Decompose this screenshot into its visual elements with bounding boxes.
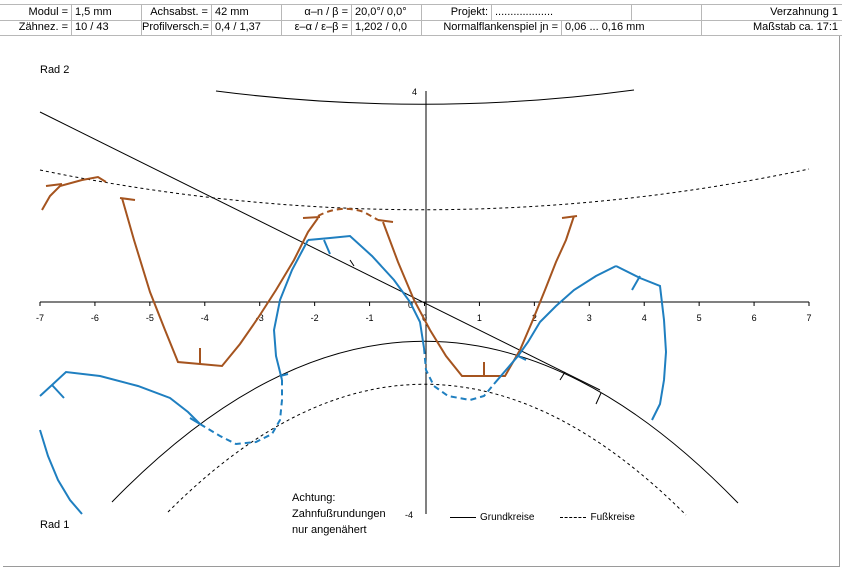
rad1-teeth xyxy=(39,234,668,515)
x-tick-label: 5 xyxy=(697,313,702,323)
x-tick-label: -1 xyxy=(366,313,374,323)
x-tick-label: 7 xyxy=(806,313,811,323)
rad1-gap-mid-dashed xyxy=(423,347,495,402)
note-line-1: Achtung: xyxy=(292,492,336,504)
line-of-action xyxy=(39,111,601,391)
projekt-label: Projekt: xyxy=(450,6,488,18)
drawing-title: Verzahnung 1 xyxy=(770,6,838,18)
rad1-root-circle-arc xyxy=(167,383,687,516)
note-line-3: nur angenähert xyxy=(292,524,367,536)
rad2-gap-left xyxy=(121,197,319,368)
rad1-tooth-mid-top xyxy=(307,234,425,349)
rad1-tooth-right-mark-left xyxy=(517,355,527,361)
rad1-label: Rad 1 xyxy=(40,519,70,531)
x-tick-marks xyxy=(39,302,810,306)
rad2-tooth-mid-tip xyxy=(302,216,321,219)
eps-label: ε–α / ε–β = xyxy=(294,21,348,33)
header-row-2: Zähnez. = 10 / 43 Profilversch.= 0,4 / 1… xyxy=(0,20,842,36)
x-tick-label: 3 xyxy=(587,313,592,323)
rad2-label: Rad 2 xyxy=(40,64,70,76)
rad2-tip-circle-arc xyxy=(215,89,635,105)
profil-label: Profilversch.= xyxy=(142,21,209,33)
legend-solid-line xyxy=(450,517,476,518)
projekt-value: ................... xyxy=(495,6,554,18)
parameter-header: Modul = 1,5 mm Achsabst. = 42 mm α–n / β… xyxy=(0,4,842,36)
rad1-tooth-right-top xyxy=(615,265,668,421)
scale-label: Maßstab ca. 17:1 xyxy=(753,21,838,33)
rad1-tooth-mid-flank-left xyxy=(272,239,309,381)
zaehne-label: Zähnez. = xyxy=(18,21,68,33)
legend-dashed-line xyxy=(560,517,587,518)
rad1-tooth-right-flank-left xyxy=(493,265,617,385)
spiel-label: Normalflankenspiel jn = xyxy=(443,21,558,33)
alpha-value: 20,0°/ 0,0° xyxy=(355,6,407,18)
legend-grundkreise: Grundkreise xyxy=(450,512,534,523)
rad2-teeth xyxy=(41,175,578,377)
header-row-1: Modul = 1,5 mm Achsabst. = 42 mm α–n / β… xyxy=(0,5,842,21)
rad2-tip-mark-left xyxy=(119,197,136,201)
rad2-root-circle-arc xyxy=(39,168,810,211)
x-tick-labels: -7 -6 -5 -4 -3 -2 -1 0 1 2 3 4 5 6 7 xyxy=(36,313,812,323)
rad2-tooth-left-edge xyxy=(41,175,107,211)
modul-value: 1,5 mm xyxy=(75,6,112,18)
y-tick-bottom: -4 xyxy=(405,510,413,520)
profil-value: 0,4 / 1,37 xyxy=(215,21,261,33)
x-tick-label: -7 xyxy=(36,313,44,323)
rad1-tooth-left-flank xyxy=(39,429,83,515)
contact-mark-3 xyxy=(595,392,602,405)
x-tick-label: 1 xyxy=(477,313,482,323)
zaehne-value: 10 / 43 xyxy=(75,21,109,33)
legend: Grundkreise Fußkreise xyxy=(450,512,661,523)
achsabst-value: 42 mm xyxy=(215,6,249,18)
x-tick-label: -2 xyxy=(311,313,319,323)
rad2-tip-mark-right xyxy=(377,219,394,223)
plot-frame xyxy=(3,36,840,567)
x-tick-label: -3 xyxy=(256,313,264,323)
x-tick-label: -6 xyxy=(91,313,99,323)
legend-fusskreise-label: Fußkreise xyxy=(590,512,635,523)
legend-fusskreise: Fußkreise xyxy=(560,512,635,523)
contact-mark-1 xyxy=(349,259,355,267)
rad2-tip-mark-far-right xyxy=(561,215,578,219)
note-line-2: Zahnfußrundungen xyxy=(292,508,386,520)
rad1-tooth-left-mark xyxy=(51,384,65,399)
achsabst-label: Achsabst. = xyxy=(150,6,208,18)
rad2-tooth-left-tip-mark xyxy=(45,183,63,187)
legend-grundkreise-label: Grundkreise xyxy=(480,512,535,523)
rad1-tooth-mid-mark-2 xyxy=(279,373,289,377)
spiel-value: 0,06 ... 0,16 mm xyxy=(565,21,645,33)
rad1-base-circle-arc xyxy=(111,340,739,504)
contact-mark-2 xyxy=(559,371,566,381)
alpha-label: α–n / β = xyxy=(304,6,348,18)
x-tick-label: 6 xyxy=(752,313,757,323)
x-tick-label: -5 xyxy=(146,313,154,323)
rad2-gap-right xyxy=(382,215,575,377)
modul-label: Modul = xyxy=(28,6,68,18)
approximation-note: Achtung: Zahnfußrundungen nur angenähert xyxy=(292,490,386,538)
x-tick-label: -4 xyxy=(201,313,209,323)
rad1-gap-dashed xyxy=(199,380,283,446)
eps-value: 1,202 / 0,0 xyxy=(355,21,407,33)
rad2-tooth-mid-tip-dashed xyxy=(317,207,379,221)
rad1-tooth-left-top xyxy=(39,370,201,425)
x-tick-label: 4 xyxy=(642,313,647,323)
rad1-tooth-right-mark xyxy=(631,275,641,291)
y-tick-top: 4 xyxy=(412,87,417,97)
rad1-tooth-left-mark-2 xyxy=(189,417,201,425)
rad1-tooth-mid-mark xyxy=(323,239,331,255)
